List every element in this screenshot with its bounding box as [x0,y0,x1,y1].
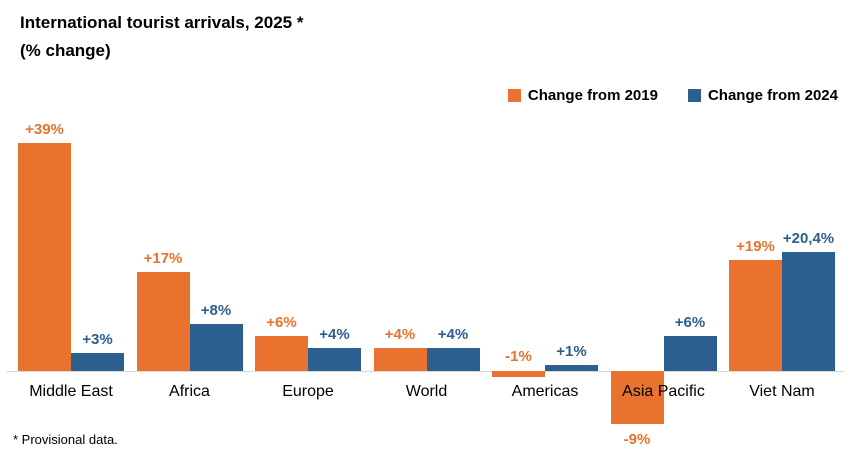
value-label-asia-pacific-change-from-2019: -9% [623,430,651,448]
footnote: * Provisional data. [13,432,118,447]
bar-africa-change-from-2019 [136,271,190,371]
value-label-viet-nam-change-from-2019: +19% [736,237,775,255]
bar-viet-nam-change-from-2019 [729,259,782,371]
bar-middle-east-change-from-2024 [71,353,124,371]
chart-title: International tourist arrivals, 2025 * [20,13,304,32]
bar-asia-pacific-change-from-2024 [663,335,717,371]
bar-europe-change-from-2024 [308,347,361,371]
bar-middle-east-change-from-2019 [18,142,71,371]
category-label-middle-east: Middle East [29,383,113,400]
legend-swatch-change-from-2024-icon [687,89,701,102]
value-label-world-change-from-2024: +4% [437,325,469,343]
bar-world-change-from-2019 [373,347,427,371]
category-label-americas: Americas [511,383,579,400]
legend-item-change-from-2019: Change from 2019 [507,87,658,104]
category-label-viet-nam: Viet Nam [749,383,815,400]
value-label-viet-nam-change-from-2024: +20,4% [782,229,835,247]
bar-world-change-from-2024 [426,347,480,371]
legend: Change from 2019 Change from 2024 [507,87,838,104]
bar-asia-pacific-change-from-2019 [610,371,664,424]
value-label-middle-east-change-from-2019: +39% [25,120,64,138]
legend-item-change-from-2024: Change from 2024 [687,87,838,104]
value-label-middle-east-change-from-2024: +3% [82,331,113,349]
legend-label-change-from-2024: Change from 2024 [707,87,838,104]
value-label-asia-pacific-change-from-2024: +6% [674,313,706,331]
value-label-americas-change-from-2019: -1% [505,348,532,365]
bar-americas-change-from-2024 [545,365,598,371]
x-axis-line [6,371,844,372]
category-label-asia-pacific: Asia Pacific [622,383,705,400]
value-label-world-change-from-2019: +4% [384,325,416,343]
value-label-europe-change-from-2024: +4% [319,325,350,343]
value-label-africa-change-from-2024: +8% [200,302,232,320]
chart-subtitle: (% change) [20,41,111,60]
bar-viet-nam-change-from-2024 [782,251,835,371]
value-label-europe-change-from-2019: +6% [266,313,297,331]
bar-europe-change-from-2019 [255,335,308,371]
value-label-africa-change-from-2019: +17% [143,249,183,267]
value-label-americas-change-from-2024: +1% [556,343,587,361]
bar-africa-change-from-2024 [189,324,243,371]
legend-swatch-change-from-2019-icon [507,89,521,102]
legend-label-change-from-2019: Change from 2019 [527,87,658,104]
bar-americas-change-from-2019 [492,371,545,377]
category-label-world: World [405,383,448,400]
category-label-africa: Africa [169,383,210,400]
category-label-europe: Europe [282,383,334,400]
